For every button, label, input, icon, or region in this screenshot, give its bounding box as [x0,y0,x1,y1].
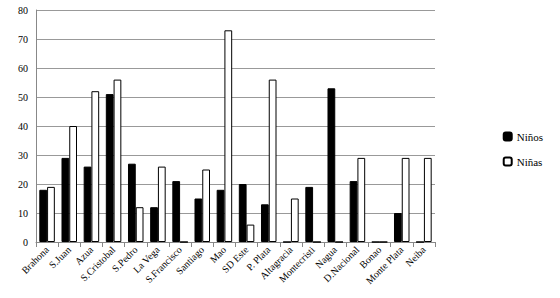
svg-text:Niñas: Niñas [517,156,543,168]
svg-text:SD Este: SD Este [220,244,251,275]
svg-text:S.Pedro: S.Pedro [109,244,140,275]
svg-text:80: 80 [18,5,28,16]
svg-text:Bonao: Bonao [357,244,384,271]
svg-text:Santiago: Santiago [174,244,206,276]
svg-text:50: 50 [18,92,28,103]
svg-text:La Vega: La Vega [130,244,162,276]
svg-text:70: 70 [18,34,28,45]
svg-text:Azua: Azua [72,244,96,267]
svg-text:Neiba: Neiba [403,244,428,269]
svg-text:20: 20 [18,179,28,190]
svg-text:S.Cristobal: S.Cristobal [78,244,118,284]
svg-text:D.Nacional: D.Nacional [321,244,361,284]
svg-text:30: 30 [18,150,28,161]
svg-text:0: 0 [23,237,28,248]
svg-text:60: 60 [18,63,28,74]
svg-text:40: 40 [18,121,28,132]
svg-text:Nagua: Nagua [312,244,340,271]
svg-text:Altagracia: Altagracia [257,244,295,282]
svg-text:P. Plata: P. Plata [244,244,273,273]
svg-text:10: 10 [18,208,28,219]
svg-text:Mao: Mao [207,244,229,265]
svg-text:Brahona: Brahona [19,244,51,276]
svg-text:S.Francisco: S.Francisco [143,244,184,285]
svg-text:S.Juan: S.Juan [47,244,73,270]
svg-text:Montecristi: Montecristi [277,244,317,284]
svg-text:Monte Plata: Monte Plata [364,244,406,286]
svg-text:Niños: Niños [517,131,543,143]
